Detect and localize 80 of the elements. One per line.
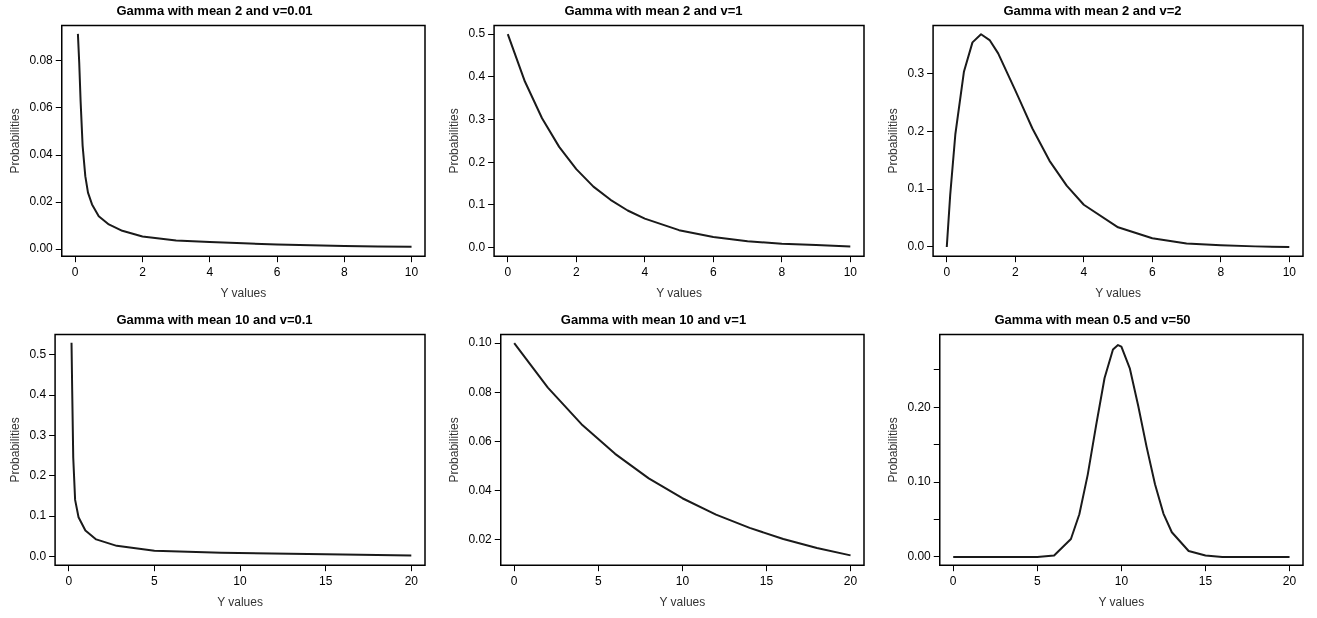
y-tick-label: 0.1 bbox=[29, 508, 47, 523]
x-tick-label: 15 bbox=[318, 573, 333, 588]
x-tick-label: 4 bbox=[1080, 264, 1088, 279]
x-axis-title: Y values bbox=[659, 595, 706, 610]
y-tick-label: 0.3 bbox=[907, 65, 925, 80]
y-axis-title: Probabilities bbox=[7, 417, 22, 483]
y-axis-title: Probabilities bbox=[446, 417, 461, 483]
y-tick-label: 0.00 bbox=[907, 549, 932, 564]
chart-title: Gamma with mean 0.5 and v=50 bbox=[994, 312, 1191, 328]
y-tick-label: 0.08 bbox=[468, 384, 493, 399]
y-tick-label: 0.2 bbox=[29, 468, 47, 483]
x-tick-label: 5 bbox=[594, 573, 602, 588]
x-axis-title: Y values bbox=[217, 595, 263, 610]
x-tick-label: 5 bbox=[1033, 573, 1041, 588]
x-tick-label: 10 bbox=[1114, 573, 1129, 588]
x-tick-label: 10 bbox=[843, 264, 858, 279]
x-tick-label: 10 bbox=[233, 573, 248, 588]
y-tick-label: 0.0 bbox=[907, 239, 925, 254]
x-tick-label: 6 bbox=[273, 264, 281, 279]
y-tick-label: 0.04 bbox=[468, 482, 493, 497]
x-tick-label: 0 bbox=[943, 264, 951, 279]
x-tick-label: 8 bbox=[340, 264, 348, 279]
y-tick-label: 0.1 bbox=[907, 181, 925, 196]
x-tick-label: 6 bbox=[1148, 264, 1156, 279]
x-tick-label: 10 bbox=[675, 573, 690, 588]
x-tick-label: 10 bbox=[404, 264, 419, 279]
x-tick-label: 0 bbox=[71, 264, 79, 279]
y-tick-label: 0.02 bbox=[468, 531, 493, 546]
chart-title: Gamma with mean 10 and v=0.1 bbox=[116, 312, 313, 328]
x-tick-label: 0 bbox=[65, 573, 73, 588]
y-tick-label: 0.3 bbox=[468, 111, 486, 126]
y-axis-title: Probabilities bbox=[885, 108, 900, 174]
x-tick-label: 20 bbox=[1282, 573, 1297, 588]
x-tick-label: 2 bbox=[139, 264, 147, 279]
y-tick-label: 0.10 bbox=[907, 474, 932, 489]
y-axis-title: Probabilities bbox=[885, 417, 900, 483]
y-axis-title: Probabilities bbox=[446, 108, 461, 174]
x-tick-label: 20 bbox=[843, 573, 858, 588]
y-tick-label: 0.02 bbox=[29, 194, 54, 209]
x-tick-label: 15 bbox=[1198, 573, 1213, 588]
x-axis-title: Y values bbox=[1095, 286, 1141, 301]
x-axis-title: Y values bbox=[656, 286, 702, 301]
y-tick-label: 0.4 bbox=[29, 387, 47, 402]
y-tick-label: 0.20 bbox=[907, 399, 932, 414]
y-tick-label: 0.0 bbox=[29, 548, 47, 563]
y-tick-label: 0.04 bbox=[29, 147, 54, 162]
x-tick-label: 8 bbox=[778, 264, 786, 279]
x-tick-label: 4 bbox=[206, 264, 214, 279]
x-tick-label: 8 bbox=[1217, 264, 1225, 279]
chart-title: Gamma with mean 2 and v=2 bbox=[1003, 3, 1182, 19]
x-tick-label: 20 bbox=[404, 573, 419, 588]
y-tick-label: 0.2 bbox=[907, 123, 925, 138]
y-tick-label: 0.10 bbox=[468, 335, 493, 350]
y-tick-label: 0.4 bbox=[468, 69, 486, 84]
x-tick-label: 2 bbox=[572, 264, 580, 279]
x-tick-label: 6 bbox=[709, 264, 717, 279]
y-tick-label: 0.08 bbox=[29, 53, 54, 68]
y-tick-label: 0.3 bbox=[29, 427, 47, 442]
x-tick-label: 0 bbox=[949, 573, 957, 588]
chart-title: Gamma with mean 10 and v=1 bbox=[560, 312, 747, 328]
y-tick-label: 0.0 bbox=[468, 239, 486, 254]
y-axis-title: Probabilities bbox=[7, 108, 22, 174]
y-tick-label: 0.5 bbox=[468, 26, 486, 41]
y-tick-label: 0.5 bbox=[29, 347, 47, 362]
y-tick-label: 0.00 bbox=[29, 241, 54, 256]
x-tick-label: 5 bbox=[151, 573, 159, 588]
x-tick-label: 2 bbox=[1011, 264, 1019, 279]
x-tick-label: 0 bbox=[504, 264, 512, 279]
x-axis-title: Y values bbox=[1098, 595, 1145, 610]
chart-title: Gamma with mean 2 and v=1 bbox=[564, 3, 743, 19]
x-tick-label: 10 bbox=[1282, 264, 1297, 279]
y-tick-label: 0.06 bbox=[29, 100, 54, 115]
x-tick-label: 15 bbox=[759, 573, 774, 588]
y-tick-label: 0.06 bbox=[468, 433, 493, 448]
x-axis-title: Y values bbox=[220, 286, 267, 301]
y-tick-label: 0.2 bbox=[468, 154, 486, 169]
chart-title: Gamma with mean 2 and v=0.01 bbox=[116, 3, 313, 19]
x-tick-label: 4 bbox=[641, 264, 649, 279]
x-tick-label: 0 bbox=[510, 573, 518, 588]
y-tick-label: 0.1 bbox=[468, 197, 486, 212]
